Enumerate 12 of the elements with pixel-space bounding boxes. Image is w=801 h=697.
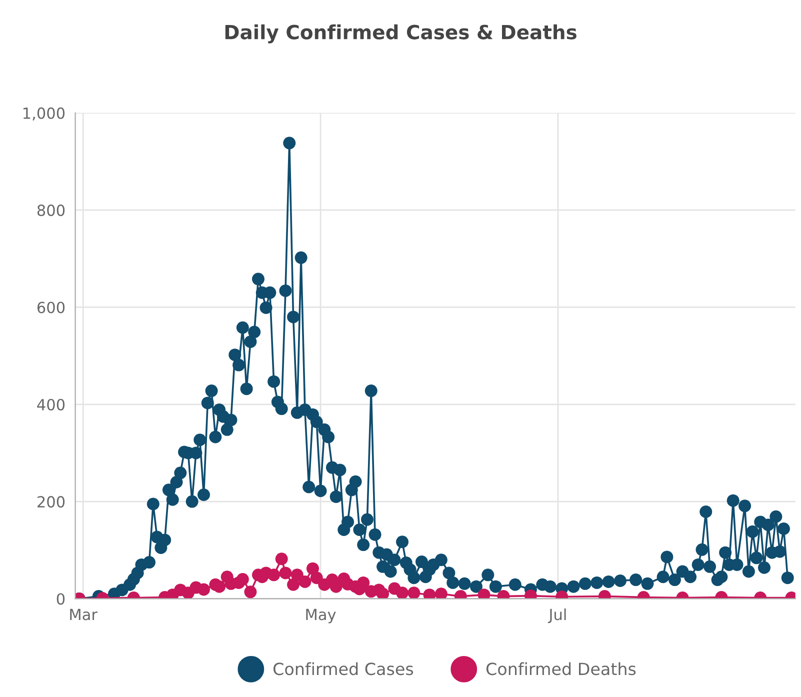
y-tick-label: 800: [37, 204, 65, 216]
y-tick-label: 400: [37, 398, 65, 410]
chart-title: Daily Confirmed Cases & Deaths: [225, 24, 576, 44]
y-tick-label: 600: [37, 302, 65, 314]
legend-label: Confirmed Cases: [274, 662, 414, 676]
y-tick-label: 200: [38, 496, 65, 508]
x-tick-label: May: [306, 608, 336, 624]
legend-label: Confirmed Deaths: [486, 662, 636, 676]
x-tick-label: Jul: [548, 608, 566, 624]
y-tick-label: 1,000: [24, 107, 65, 120]
y-tick-label: 0: [56, 593, 65, 605]
x-tick-label: Mar: [70, 608, 98, 620]
